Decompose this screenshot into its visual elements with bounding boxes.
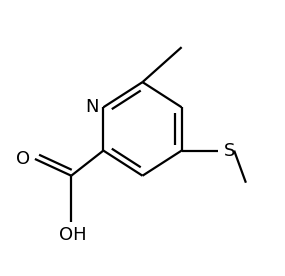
Text: S: S [223,142,235,160]
Text: O: O [16,150,30,168]
Text: N: N [85,98,98,116]
Text: OH: OH [59,226,86,244]
